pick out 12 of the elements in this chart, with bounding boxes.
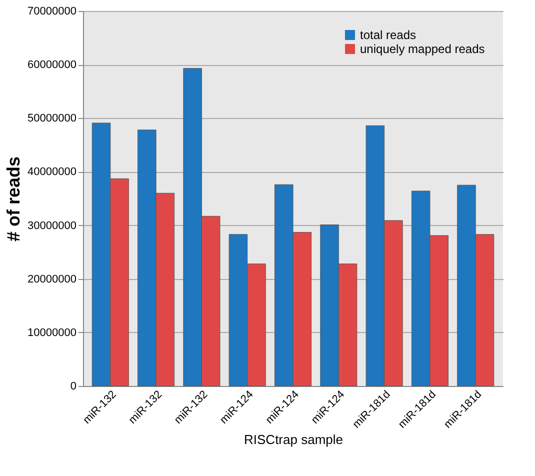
y-tick-label: 10000000 [28,326,76,339]
y-tick-label: 30000000 [28,220,76,232]
legend-label: total reads [360,28,416,42]
y-tick-label: 50000000 [28,112,76,125]
y-tick-label: 40000000 [28,166,76,178]
x-axis-title: RISCtrap sample [244,432,343,447]
y-axis-title: # of reads [4,156,24,242]
y-tick-label: 60000000 [28,59,76,72]
y-tick-label: 0 [70,380,76,392]
y-tick-label: 70000000 [28,6,76,18]
y-tick-label: 20000000 [28,273,76,286]
legend-label: uniquely mapped reads [360,42,485,56]
